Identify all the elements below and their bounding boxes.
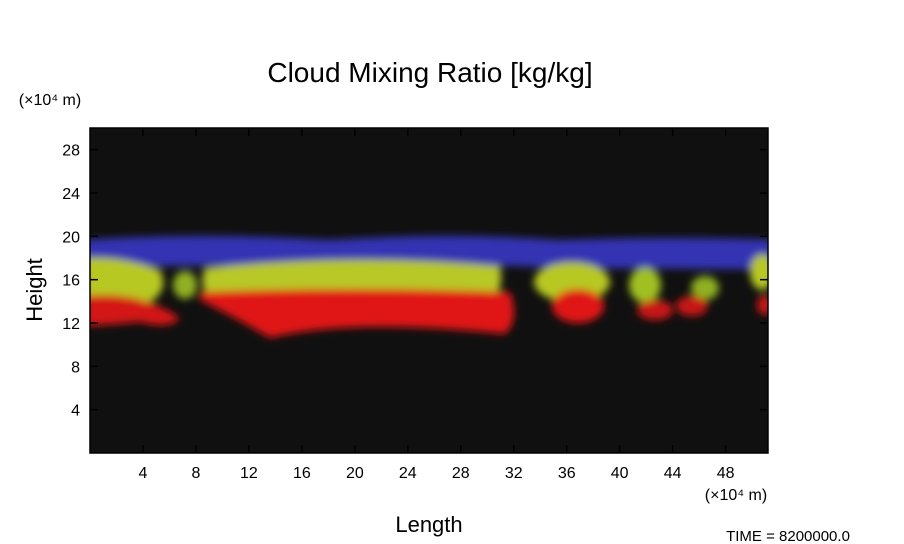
x-unit: (×10⁴ m): [705, 487, 767, 504]
x-tick-label: 12: [240, 465, 258, 482]
x-tick-label: 16: [293, 465, 311, 482]
time-annotation: TIME = 8200000.0: [726, 528, 850, 544]
x-tick-label: 8: [191, 465, 200, 482]
cloud-field: [90, 236, 768, 338]
y-tick-label: 28: [62, 143, 80, 160]
x-axis-label: Length: [395, 512, 462, 537]
plot-frame: [89, 127, 769, 454]
y-tick-label: 8: [71, 359, 80, 376]
x-tick-label: 4: [139, 465, 148, 482]
x-tick-label: 32: [505, 465, 523, 482]
x-tick-label: 44: [664, 465, 682, 482]
y-axis-label: Height: [22, 258, 47, 322]
y-tick-label: 16: [62, 273, 80, 290]
chart-title: Cloud Mixing Ratio [kg/kg]: [267, 57, 592, 88]
y-tick-label: 12: [62, 316, 80, 333]
y-tick-label: 24: [62, 186, 80, 203]
x-tick-label: 28: [452, 465, 470, 482]
x-tick-label: 20: [346, 465, 364, 482]
x-tick-label: 36: [558, 465, 576, 482]
x-tick-label: 48: [717, 465, 735, 482]
x-tick-label: 40: [611, 465, 629, 482]
x-tick-label: 24: [399, 465, 417, 482]
y-tick-label: 4: [71, 403, 80, 420]
y-tick-label: 20: [62, 229, 80, 246]
y-unit: (×10⁴ m): [19, 92, 81, 109]
